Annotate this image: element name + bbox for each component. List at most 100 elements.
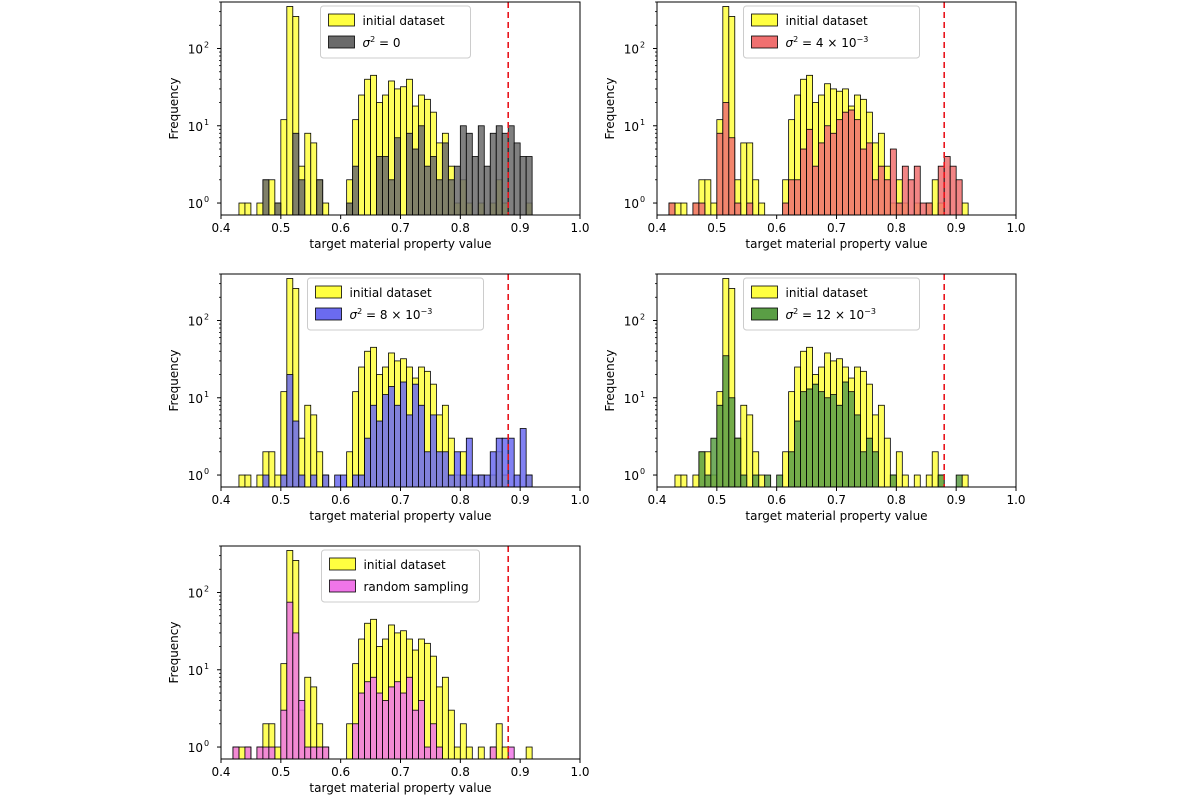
histogram-bar [430,414,437,488]
histogram-bar [740,142,748,216]
histogram-bar [322,746,330,760]
y-axis-label: Frequency [603,78,617,140]
histogram-bar [430,156,437,216]
legend-label: initial dataset [363,14,445,28]
histogram-bar [806,388,813,488]
histogram-bar [298,474,306,488]
histogram-bar [238,202,246,216]
y-tick-exponent: 0 [204,195,209,204]
x-tick-label: 0.9 [511,221,530,235]
histogram-bar [758,202,766,216]
histogram-bar [525,474,533,488]
legend-swatch [315,285,342,299]
x-tick-label: 0.6 [331,765,350,779]
x-tick-label: 0.7 [391,493,410,507]
histogram-bar [346,202,354,216]
histogram-bar [507,437,515,488]
y-tick-label: 10 [624,43,639,57]
histogram-bar [734,437,742,488]
histogram-bar [370,74,377,216]
histogram-bar [889,474,897,488]
legend-swatch [328,13,355,27]
histogram-bar [854,119,861,216]
histogram-bar [866,142,873,216]
histogram-bar [322,474,330,488]
histogram-bar [501,132,509,216]
histogram-bar [842,381,849,488]
histogram-bar [746,414,754,488]
histogram-bar [961,474,969,488]
histogram-bar [889,148,897,216]
histogram-bar [872,179,879,216]
histogram-bar [280,391,288,488]
legend-label: initial dataset [350,286,432,300]
y-tick-label: 10 [188,741,203,755]
histogram-bar [406,132,413,216]
x-tick-label: 0.4 [647,493,666,507]
histogram-bar [280,119,288,216]
x-axis-label: target material property value [745,509,927,523]
histogram-bar [376,692,383,760]
legend: initial dataset σ2 = 4 × 10−3 [743,5,920,59]
x-tick-label: 0.9 [947,493,966,507]
histogram-bar [860,451,867,488]
histogram-bar [818,142,825,216]
histogram-bar [740,474,748,488]
histogram-bar [477,474,485,488]
histogram-bar [483,474,491,488]
x-tick-label: 0.5 [271,221,290,235]
legend-box [307,277,484,331]
histogram-bar [501,746,509,760]
y-tick-exponent: 2 [204,41,209,50]
histogram-bar [352,474,360,488]
legend-swatch [329,557,356,571]
legend-label: random sampling [364,580,469,594]
legend-label: initial dataset [786,286,868,300]
histogram-bar [310,474,318,488]
histogram-bar [668,202,676,216]
legend-swatch [751,35,778,49]
histogram-bar [435,746,443,760]
x-tick-label: 0.5 [707,221,726,235]
y-tick-exponent: 1 [640,390,645,399]
histogram-bar [286,601,294,760]
histogram-bar [943,156,951,216]
histogram-bar [459,723,467,760]
histogram-bar [459,125,467,216]
histogram-bar [406,414,413,488]
histogram-bar [435,179,443,216]
histogram-bar [292,132,300,216]
histogram-bar [674,474,682,488]
legend-box [743,5,920,59]
x-tick-label: 1.0 [1006,221,1025,235]
x-axis-label: target material property value [309,237,491,251]
histogram-bar [710,202,718,216]
histogram-bar [794,179,801,216]
x-axis-label: target material property value [745,237,927,251]
histogram-bar [268,451,276,488]
histogram-bar [931,179,939,216]
histogram-bar [848,109,855,216]
legend-label: σ2 = 12 × 10−3 [786,307,876,322]
y-tick-exponent: 0 [640,467,645,476]
histogram-bar [895,202,903,216]
legend-label: σ2 = 0 [363,35,401,50]
x-tick-label: 1.0 [570,221,589,235]
histogram-bar [925,202,933,216]
x-tick-label: 0.9 [511,493,530,507]
histogram-bar [388,179,395,216]
x-axis-label: target material property value [309,509,491,523]
histogram-bar [931,451,939,488]
histogram-bar [453,165,461,216]
x-tick-label: 0.8 [451,493,470,507]
histogram-bar [346,723,354,760]
histogram-bar [316,746,324,760]
histogram-bar [274,202,282,216]
histogram-bar [370,404,377,488]
histogram-bar [322,202,330,216]
histogram-bar [716,132,724,216]
y-tick-exponent: 0 [640,195,645,204]
histogram-bar [382,700,389,760]
